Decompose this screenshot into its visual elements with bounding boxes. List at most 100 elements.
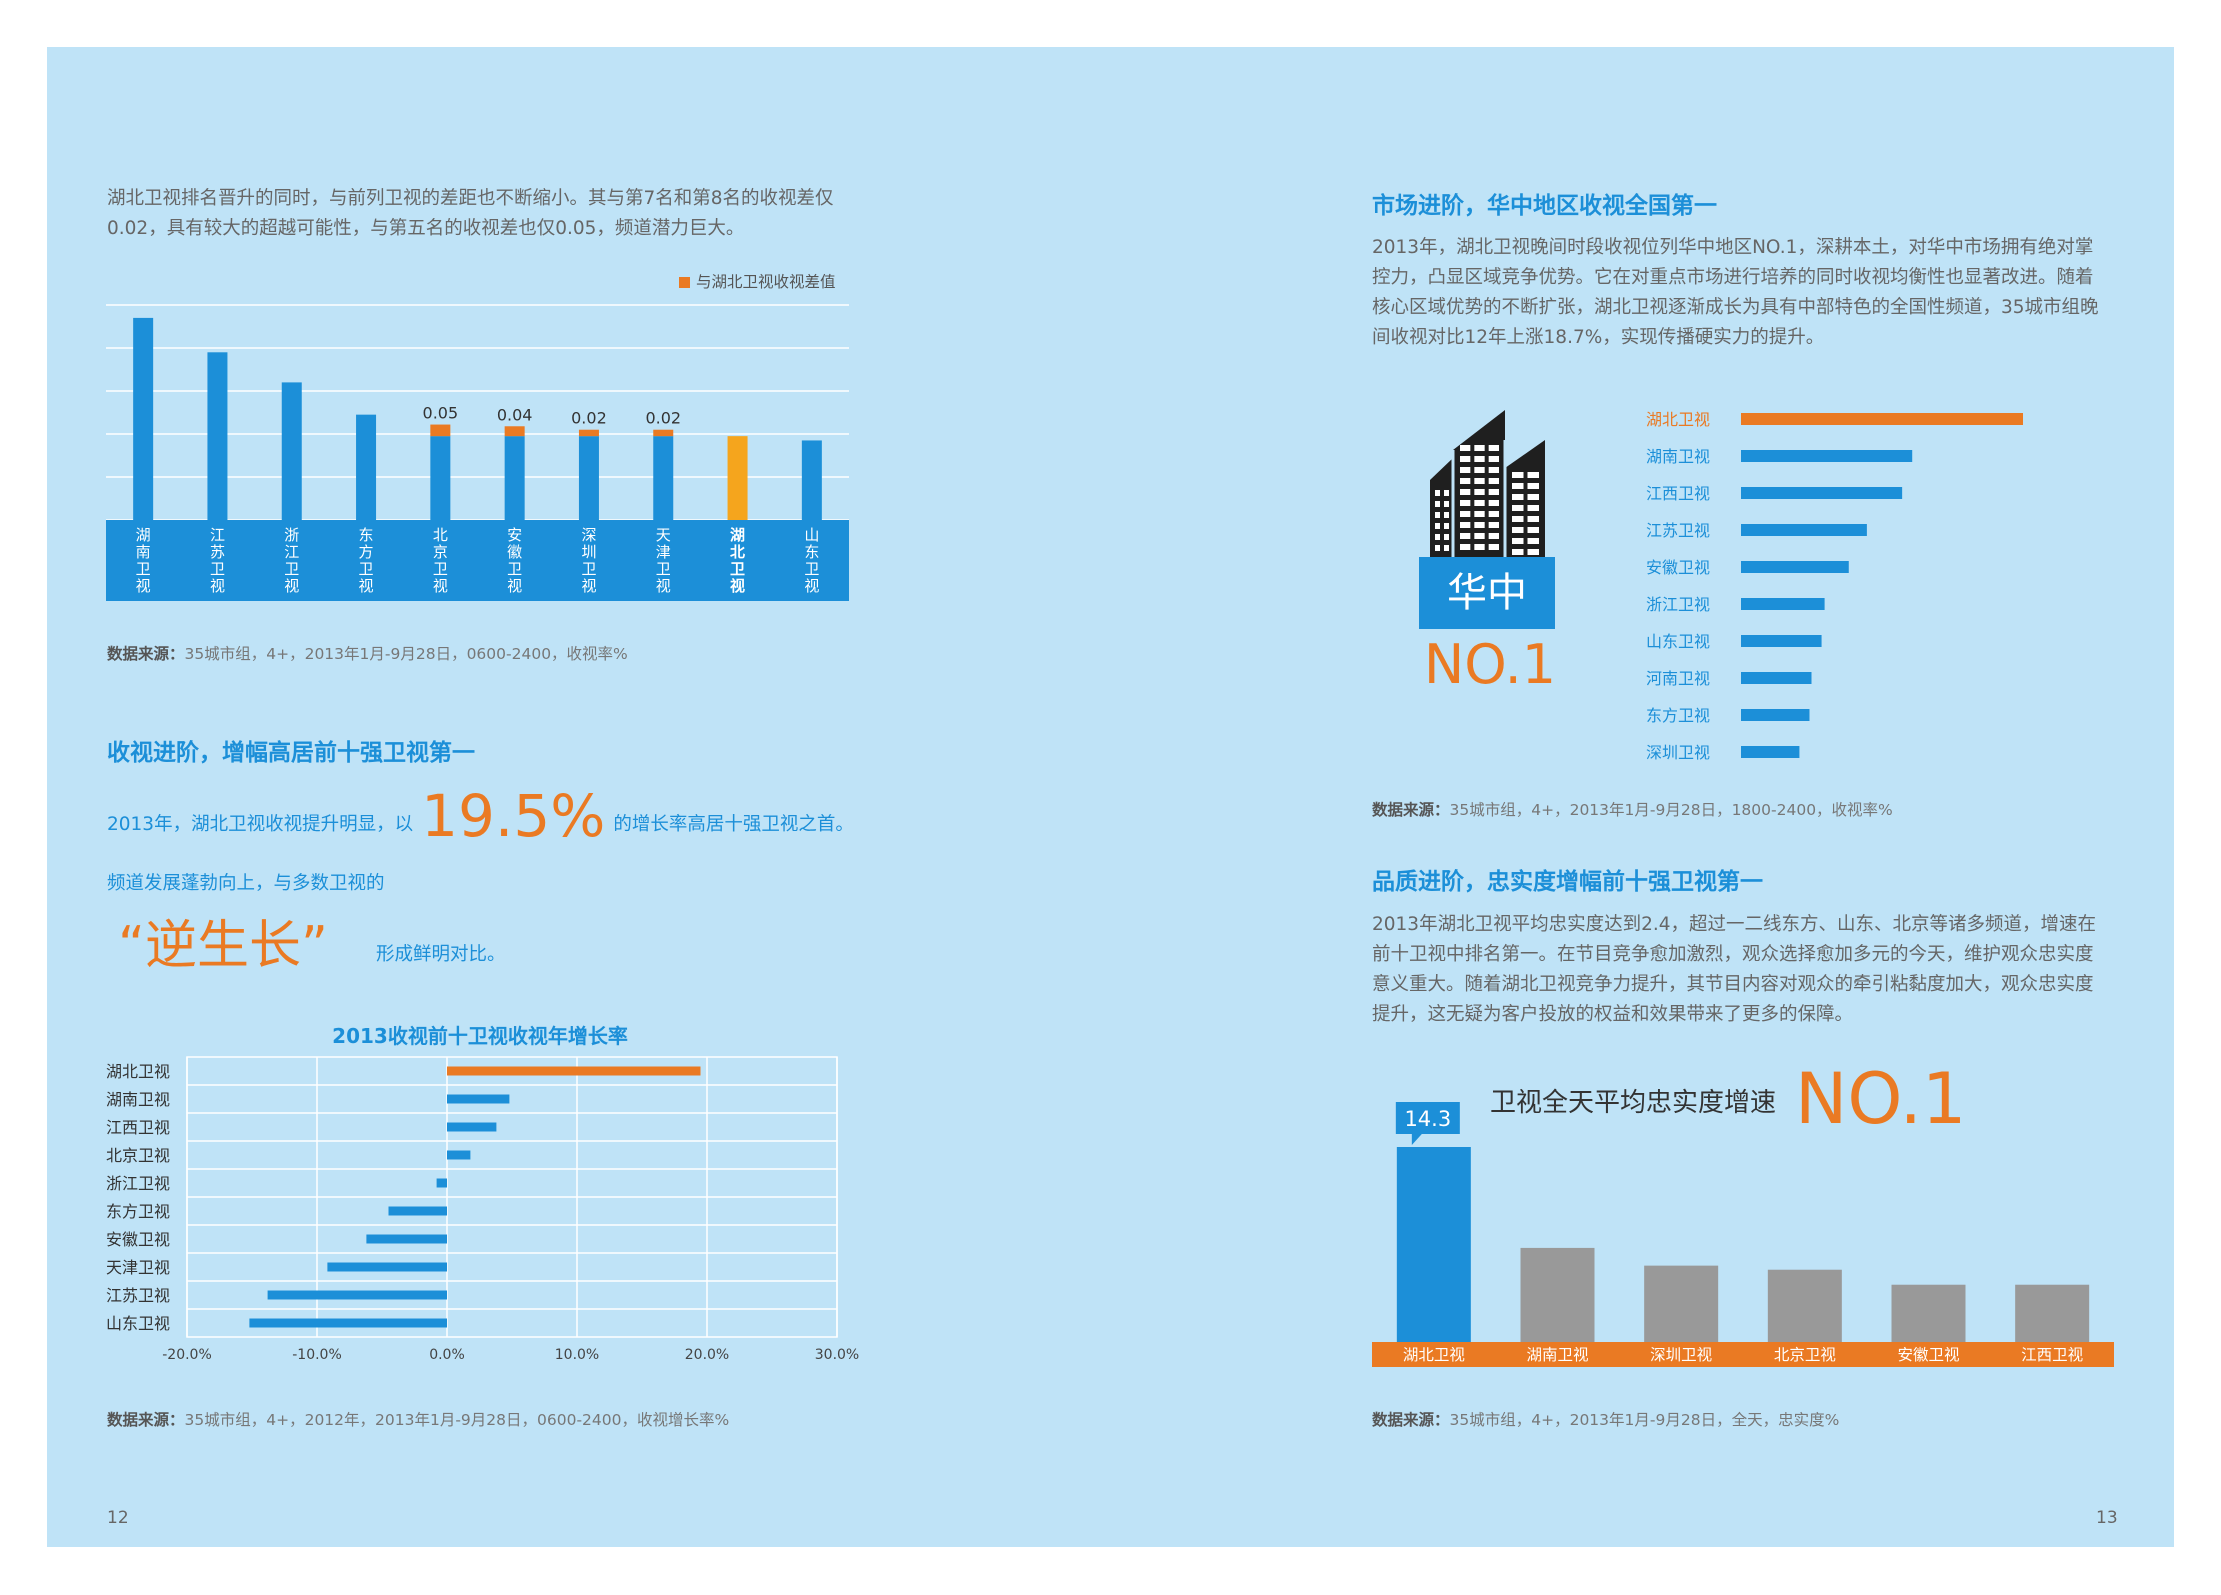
- quote-followup: 形成鲜明对比。: [376, 944, 506, 965]
- ranking-bars: 湖南卫视 江苏卫视 浙江卫视 东方卫视 0.05 北京卫视 0.04 安徽卫视 0.02 深圳卫视…: [133, 317, 822, 595]
- loyalty-category-label: 湖南卫视: [1526, 1346, 1588, 1364]
- source-label: 数据来源：: [107, 645, 185, 663]
- source-note-1: 数据来源：35城市组，4+，2013年1月-9月28日，0600-2400，收视…: [107, 642, 628, 664]
- quality-line: 2013年湖北卫视平均忠实度达到2.4，超过一二线东方、山东、北京等诸多频道，增…: [1372, 914, 2097, 935]
- central-category-label: 深圳卫视: [1646, 743, 1710, 762]
- ranking-bar: [133, 317, 154, 520]
- page-number-right: 13: [2096, 1508, 2118, 1528]
- ranking-gap-label: 0.02: [571, 409, 607, 428]
- ranking-gap-label: 0.04: [497, 405, 533, 424]
- loyalty-bar: [1891, 1284, 1966, 1342]
- market-line: 控力，凸显区域竞争优势。它在对重点市场进行培养的同时收视均衡性也显著改进。随着: [1372, 267, 2094, 288]
- growth-chart-title: 2013收视前十卫视收视年增长率: [332, 1024, 628, 1048]
- growth-tick-label: 30.0%: [815, 1347, 859, 1363]
- loyalty-bar: [1767, 1269, 1842, 1342]
- loyalty-bar: [1520, 1247, 1595, 1342]
- growth-category-label: 湖南卫视: [106, 1090, 170, 1109]
- ranking-category-band: [106, 520, 849, 601]
- city-buildings-icon: [1430, 410, 1545, 558]
- ranking-gap-bar: [430, 424, 451, 437]
- region-badge: 华中: [1419, 557, 1555, 629]
- growth-text-after: 的增长率高居十强卫视之首。: [613, 814, 854, 835]
- intro-line: 0.02，具有较大的超越可能性，与第五名的收视差也仅0.05，频道潜力巨大。: [107, 218, 745, 239]
- central-category-label: 安徽卫视: [1646, 558, 1710, 577]
- ranking-bar: [578, 436, 599, 520]
- ranking-bar: [801, 440, 822, 520]
- growth-grid: -20.0% -10.0% 0.0% 10.0% 20.0% 30.0%: [162, 1056, 859, 1363]
- market-line: 间收视对比12年上涨18.7%，实现传播硬实力的提升。: [1372, 327, 1825, 348]
- loyalty-title: 卫视全天平均忠实度增速: [1490, 1088, 1777, 1118]
- ranking-category-label: 湖北卫视: [730, 526, 745, 595]
- ranking-category-label: 安徽卫视: [507, 526, 522, 595]
- growth-statement: 2013年，湖北卫视收视提升明显，以 19.5% 的增长率高居十强卫视之首。: [107, 782, 854, 850]
- intro-paragraph: 湖北卫视排名晋升的同时，与前列卫视的差距也不断缩小。其与第7名和第8名的收视差仅…: [107, 184, 867, 244]
- loyalty-callout-bubble: [1395, 1102, 1460, 1145]
- loyalty-bar: [1396, 1147, 1471, 1342]
- growth-heading: 收视进阶，增幅高居前十强卫视第一: [107, 740, 475, 766]
- growth-bar: [249, 1318, 447, 1328]
- ranking-gap-label: 0.02: [645, 409, 681, 428]
- central-bar: [1741, 598, 1825, 610]
- central-bar: [1741, 709, 1810, 721]
- source-note-3: 数据来源：35城市组，4+，2013年1月-9月28日，1800-2400，收视…: [1372, 798, 1893, 820]
- growth-category-label: 江西卫视: [106, 1118, 170, 1137]
- ranking-category-label: 山东卫视: [804, 526, 819, 595]
- central-bar: [1741, 450, 1913, 462]
- quality-line: 意义重大。随着湖北卫视竞争力提升，其节目内容对观众的牵引粘黏度加大，观众忠实度: [1372, 974, 2094, 995]
- loyalty-value-label: 14.3: [1404, 1107, 1451, 1131]
- central-category-label: 江西卫视: [1646, 484, 1710, 503]
- ranking-gap-bar: [504, 426, 525, 437]
- ranking-legend-label: 与湖北卫视收视差值: [696, 273, 836, 291]
- central-bar: [1741, 746, 1800, 758]
- market-line: 核心区域优势的不断扩张，湖北卫视逐渐成长为具有中部特色的全国性频道，35城市组晚: [1372, 297, 2099, 318]
- source-label: 数据来源：: [107, 1411, 185, 1429]
- loyalty-category-label: 江西卫视: [2021, 1346, 2083, 1364]
- central-bar: [1741, 413, 2023, 425]
- growth-category-label: 山东卫视: [106, 1314, 170, 1333]
- quality-line: 前十卫视中排名第一。在节目竞争愈加激烈，观众选择愈加多元的今天，维护观众忠实度: [1372, 944, 2094, 965]
- source-text: 35城市组，4+，2013年1月-9月28日，1800-2400，收视率%: [1449, 801, 1893, 819]
- ranking-bar: [356, 414, 377, 520]
- central-category-label: 东方卫视: [1646, 706, 1710, 725]
- source-text: 35城市组，4+，2013年1月-9月28日，全天，忠实度%: [1449, 1411, 1840, 1429]
- growth-bar: [447, 1094, 510, 1104]
- growth-category-label: 北京卫视: [106, 1146, 170, 1165]
- ranking-category-label: 湖南卫视: [136, 526, 151, 595]
- growth-text-before: 2013年，湖北卫视收视提升明显，以: [107, 814, 414, 835]
- growth-tick-label: 0.0%: [429, 1347, 465, 1363]
- market-heading: 市场进阶，华中地区收视全国第一: [1372, 193, 1717, 219]
- loyalty-chart: 湖北卫视 14.3 湖南卫视 深圳卫视 北京卫视 安徽卫视 江西卫视: [1372, 1102, 2114, 1367]
- growth-line-2: 频道发展蓬勃向上，与多数卫视的: [107, 873, 385, 894]
- ranking-category-label: 浙江卫视: [284, 526, 299, 595]
- central-category-label: 湖南卫视: [1646, 447, 1710, 466]
- ranking-gap-bar: [578, 429, 599, 437]
- ranking-bar: [207, 352, 228, 520]
- growth-tick-label: 20.0%: [685, 1347, 729, 1363]
- growth-highlight-value: 19.5%: [421, 782, 606, 850]
- ranking-bar: [727, 436, 748, 520]
- loyalty-category-label: 湖北卫视: [1403, 1346, 1465, 1364]
- central-bar: [1741, 487, 1903, 499]
- growth-tick-label: -10.0%: [292, 1347, 342, 1363]
- growth-category-label: 东方卫视: [106, 1202, 170, 1221]
- growth-category-label: 湖北卫视: [106, 1062, 170, 1081]
- loyalty-bars: 湖北卫视 14.3 湖南卫视 深圳卫视 北京卫视 安徽卫视 江西卫视: [1372, 1102, 2114, 1367]
- central-bar: [1741, 672, 1812, 684]
- ranking-bar: [504, 436, 525, 520]
- intro-line: 湖北卫视排名晋升的同时，与前列卫视的差距也不断缩小。其与第7名和第8名的收视差仅: [107, 188, 834, 209]
- market-line: 2013年，湖北卫视晚间时段收视位列华中地区NO.1，深耕本土，对华中市场拥有绝…: [1372, 237, 2094, 258]
- quality-paragraph: 2013年湖北卫视平均忠实度达到2.4，超过一二线东方、山东、北京等诸多频道，增…: [1372, 910, 2132, 1030]
- ranking-bar: [430, 436, 451, 520]
- ranking-category-label: 深圳卫视: [581, 526, 596, 595]
- loyalty-category-band: [1372, 1342, 2114, 1367]
- source-text: 35城市组，4+，2012年，2013年1月-9月28日，0600-2400，收…: [184, 1411, 730, 1429]
- growth-tick-label: -20.0%: [162, 1347, 212, 1363]
- source-note-2: 数据来源：35城市组，4+，2012年，2013年1月-9月28日，0600-2…: [107, 1408, 729, 1430]
- central-category-label: 河南卫视: [1646, 669, 1710, 688]
- growth-category-label: 浙江卫视: [106, 1174, 170, 1193]
- growth-category-label: 安徽卫视: [106, 1230, 170, 1249]
- growth-bar: [447, 1150, 471, 1160]
- ranking-category-label: 江苏卫视: [210, 526, 225, 595]
- central-category-label: 湖北卫视: [1646, 410, 1710, 429]
